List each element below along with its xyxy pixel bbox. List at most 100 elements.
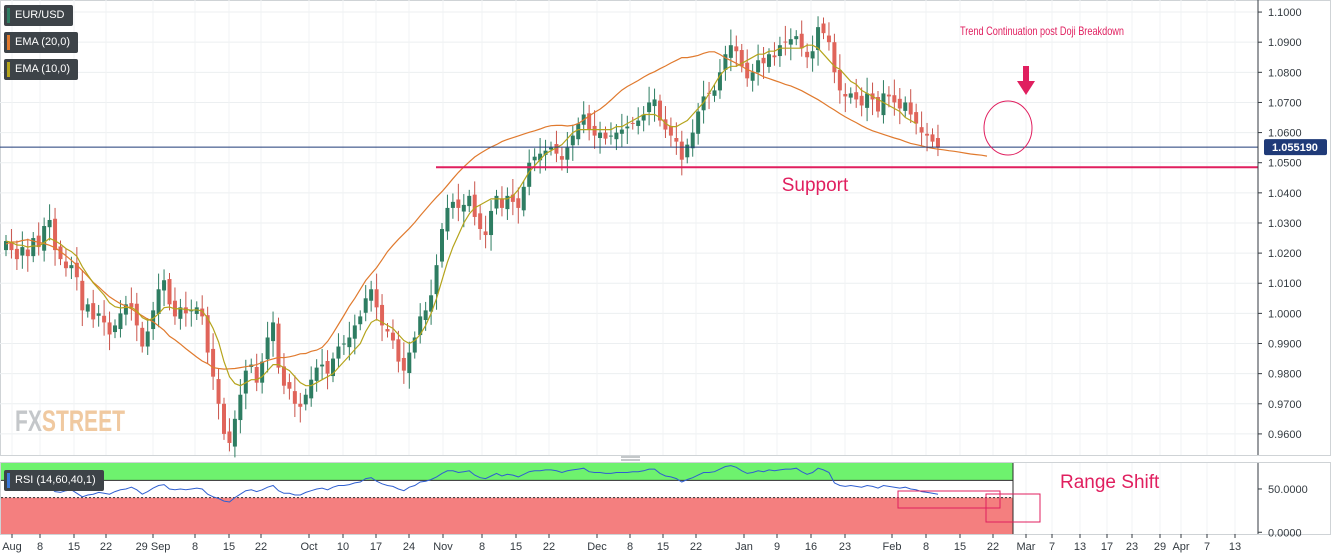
candle-body [123,304,128,315]
ema20-line [5,51,988,370]
current-price-label: 1.055190 [1272,142,1318,154]
candle-body [36,235,41,248]
candle-body [9,242,14,251]
price-panel-frame [0,0,1331,456]
candlestick-series [4,16,940,458]
candle-body [728,45,733,58]
x-tick-label: 24 [403,541,415,553]
candle-body [816,27,821,51]
y-tick-label: 1.0300 [1268,218,1302,230]
chart-overlays: Support 1.055190 Trend Continuation post D… [0,24,1327,438]
candle-body [167,279,172,305]
candle-body [102,315,107,323]
candle-body [320,364,325,367]
candle-body [254,367,259,383]
legend-label: EMA (20,0) [15,36,71,48]
legend-swatch [7,35,10,50]
x-tick-label: 22 [543,541,555,553]
candle-body [592,125,597,136]
candle-body [794,36,799,40]
candle-body [238,394,243,421]
candle-body [162,280,167,291]
x-tick-label: Nov [433,541,453,553]
y-tick-label: 1.0100 [1268,278,1302,290]
range-shift-box [897,490,1001,509]
candle-body [930,134,935,142]
legend-entry-ema10: EMA (10,0) [4,59,79,80]
x-tick-label: 15 [510,541,522,553]
candle-body [380,304,385,326]
candle-body [309,379,314,399]
candle-body [260,361,265,383]
candle-body [881,93,886,116]
x-tick-label: Apr [1172,541,1189,553]
candle-body [690,132,695,149]
candle-body [423,310,428,321]
candle-body [450,201,455,208]
candle-body [897,98,902,109]
x-tick-label: 16 [805,541,817,553]
candle-body [576,123,581,140]
legend-swatch [7,8,10,23]
candle-body [407,352,412,374]
candle-body [31,238,36,257]
candle-body [369,289,374,301]
rsi-background [1,463,1014,534]
candle-body [510,194,515,202]
candle-body [587,113,592,130]
x-tick-label: 15 [657,541,669,553]
candle-body [663,119,668,130]
candle-body [723,54,728,70]
candle-body [205,315,210,353]
candle-body [314,367,319,381]
candle-body [658,100,662,121]
candle-body [848,93,853,98]
candle-body [614,132,619,140]
candle-body [767,54,771,67]
range-shift-label: Range Shift [1060,472,1160,493]
candle-body [554,144,559,154]
candle-body [434,265,439,295]
candle-body [636,120,641,126]
price-grid [0,0,1331,535]
support-label: Support [782,175,849,196]
candle-body [516,198,521,208]
candle-body [80,280,85,311]
x-tick-label: 7 [1049,541,1055,553]
candle-body [390,332,395,341]
candle-body [4,241,8,251]
candle-body [189,310,194,312]
x-tick-label: Mar [1017,541,1036,553]
legend-entry-ema20: EMA (20,0) [4,32,79,53]
candle-body [118,313,123,330]
candle-body [810,51,815,59]
candle-body [227,431,232,443]
x-tick-label: Oct [300,541,317,553]
candle-body [211,348,216,377]
candle-body [303,394,308,405]
candle-body [843,94,848,97]
candle-body [336,346,341,359]
candle-body [347,337,352,348]
x-tick-label: 22 [100,541,112,553]
candle-body [445,207,450,232]
candle-body [456,199,461,208]
candle-body [549,147,553,150]
candle-body [385,329,390,332]
candle-body [96,313,101,316]
candle-body [674,138,679,142]
y-tick-label: 1.0700 [1268,97,1302,109]
x-tick-label: 22 [987,541,999,553]
candle-body [799,33,804,49]
candle-body [935,138,940,148]
candle-body [467,195,472,207]
candle-body [472,194,477,217]
candle-body [630,122,635,124]
candle-body [499,199,504,208]
candle-body [418,316,423,336]
candle-body [598,132,603,139]
candle-body [783,41,788,43]
down-arrow-icon [1017,81,1035,95]
candle-body [756,60,761,73]
